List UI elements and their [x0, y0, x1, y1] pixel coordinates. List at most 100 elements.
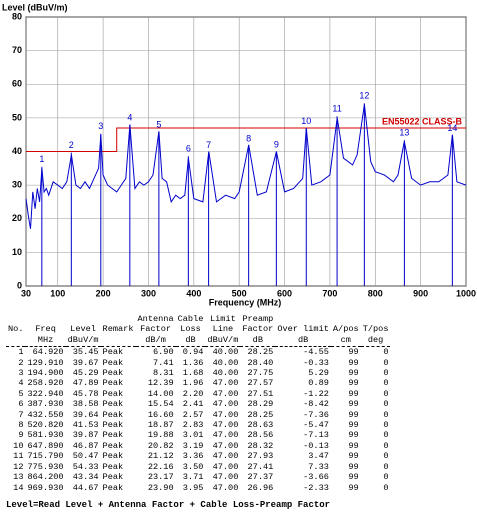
cell: 47.00: [212, 482, 239, 493]
y-tick-label: 70: [12, 45, 22, 55]
cell: 26.96: [247, 482, 274, 493]
header-cell: Factor: [140, 324, 172, 335]
cell: 18.87: [147, 420, 174, 431]
cell: -2.33: [303, 482, 329, 493]
header-cell: A/pos: [332, 324, 359, 335]
unit-cell: deg: [360, 334, 391, 348]
data-row: 1 64.920 35.45 Peak 6.90 0.94 40.00 28.25 -4.55 9…: [6, 347, 390, 358]
trace: [25, 104, 467, 229]
cell: 20.82: [147, 440, 174, 451]
cell: 99: [348, 440, 359, 451]
cell: 14.00: [147, 388, 174, 399]
header-cell: No.: [8, 324, 24, 335]
header-row: Antenna Cable Limit Preamp: [6, 314, 390, 324]
cell: 27.57: [247, 378, 274, 389]
cell: 0: [383, 409, 389, 420]
cell: 21.12: [147, 451, 174, 462]
y-tick-label: 40: [12, 146, 22, 156]
header-cell: Freq: [35, 324, 56, 335]
marker-label: 4: [127, 112, 132, 122]
cell: Peak: [102, 482, 124, 493]
data-row: 3 194.900 45.29 Peak 8.31 1.68 40.00 27.75 5.29 9…: [6, 368, 390, 378]
cell: 3.50: [182, 461, 204, 472]
cell: 99: [348, 409, 359, 420]
cell: 6: [18, 399, 24, 410]
cell: 3.01: [182, 430, 204, 441]
cell: 99: [348, 378, 359, 389]
cell: 40.00: [212, 347, 239, 358]
unit-cell: dB: [240, 334, 276, 348]
unit-cell: dBuV/m: [205, 334, 241, 348]
x-tick-label: 900: [413, 288, 428, 298]
cell: 12: [13, 461, 24, 472]
cell: 3.95: [182, 482, 204, 493]
cell: 47.00: [212, 420, 239, 431]
cell: 39.67: [72, 357, 99, 368]
cell: -1.22: [303, 388, 329, 399]
cell: 7.33: [308, 461, 329, 472]
cell: 8.31: [152, 368, 174, 379]
x-tick-label: 400: [186, 288, 201, 298]
header-cell: Antenna: [137, 314, 174, 324]
cell: 0: [383, 368, 389, 379]
cell: 99: [348, 461, 359, 472]
cell: Peak: [102, 440, 124, 451]
cell: -3.66: [303, 472, 329, 483]
cell: 3.71: [182, 472, 204, 483]
header-cell: T/pos: [362, 324, 389, 335]
cell: 0: [383, 430, 389, 441]
y-tick-label: 50: [12, 112, 22, 122]
cell: 45.29: [72, 368, 99, 379]
cell: 0: [383, 378, 389, 389]
cell: 47.89: [72, 378, 99, 389]
data-row: 5 322.940 45.78 Peak 14.00 2.20 47.00 27.51 -1.2…: [6, 389, 390, 399]
y-axis-label: Level (dBuV/m): [2, 2, 68, 12]
x-axis-label: Frequency (MHz): [209, 297, 282, 307]
cell: 16.60: [147, 409, 174, 420]
cell: 99: [348, 368, 359, 379]
cell: 4: [18, 378, 24, 389]
cell: Peak: [102, 409, 124, 420]
cell: 0: [383, 461, 389, 472]
cell: 647.890: [27, 440, 64, 451]
header-cell: Factor: [242, 324, 274, 335]
cell: 28.56: [247, 430, 274, 441]
data-row: 7 432.550 39.64 Peak 16.60 2.57 47.00 28.25 -7.3…: [6, 410, 390, 420]
cell: 194.900: [27, 368, 64, 379]
marker-label: 13: [399, 128, 409, 138]
cell: 54.33: [72, 461, 99, 472]
data-row: 10 647.890 46.87 Peak 20.82 3.19 47.00 28.32 -0.…: [6, 441, 390, 451]
marker-label: 11: [332, 104, 341, 114]
cell: 2: [18, 357, 24, 368]
x-tick-label: 300: [141, 288, 156, 298]
cell: 0: [383, 388, 389, 399]
cell: 47.00: [212, 440, 239, 451]
cell: -0.13: [303, 440, 329, 451]
header-cell: [25, 314, 65, 324]
cell: 0: [383, 482, 389, 493]
header-cell: [275, 314, 331, 324]
x-tick-label: 1000: [456, 288, 476, 298]
header-cell: Over limit: [277, 324, 329, 335]
cell: 28.25: [247, 409, 274, 420]
unit-cell: [6, 334, 26, 348]
cell: Peak: [102, 388, 124, 399]
cell: 1.68: [182, 368, 204, 379]
cell: Peak: [102, 368, 124, 379]
cell: 715.790: [27, 451, 64, 462]
cell: -5.47: [303, 420, 329, 431]
y-tick-label: 30: [12, 180, 22, 190]
data-row: 6 387.930 38.58 Peak 15.54 2.41 47.00 28.29 -8.4…: [6, 399, 390, 409]
data-row: 2 129.910 39.67 Peak 7.41 1.36 40.00 28.40 -0.33…: [6, 358, 390, 368]
cell: 10: [13, 440, 24, 451]
cell: 47.00: [212, 409, 239, 420]
marker-label: 2: [69, 140, 74, 150]
cell: -8.42: [303, 399, 329, 410]
cell: 3.19: [182, 440, 204, 451]
cell: 1: [18, 347, 24, 358]
data-row: 4 258.920 47.89 Peak 12.39 1.96 47.00 27.57 0.89…: [6, 378, 390, 388]
data-row: 12 775.930 54.33 Peak 22.16 3.50 47.00 27.41 7.3…: [6, 462, 390, 472]
cell: 1.36: [182, 357, 204, 368]
cell: 99: [348, 482, 359, 493]
